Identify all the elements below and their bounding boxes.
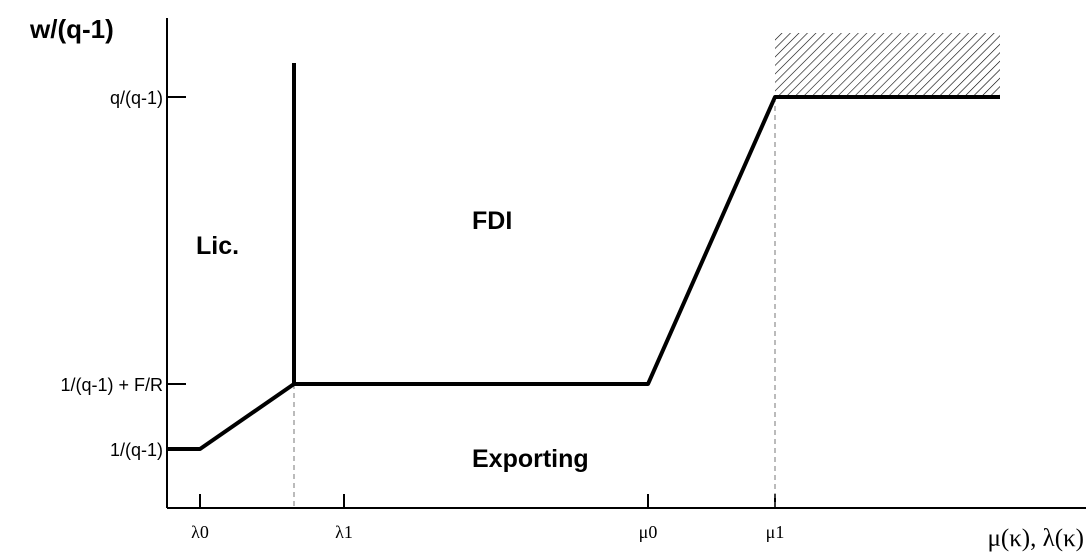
x-tick-label: λ1 <box>335 522 353 542</box>
x-axis-label: μ(κ), λ(κ) <box>987 525 1084 552</box>
y-tick-label: 1/(q-1) + F/R <box>60 375 163 395</box>
y-tick-label: q/(q-1) <box>110 88 163 108</box>
x-tick-label: μ0 <box>639 522 658 542</box>
region-label: Exporting <box>472 445 589 473</box>
boundary-line <box>167 95 1000 451</box>
x-tick-label: λ0 <box>191 522 209 542</box>
y-tick-label: 1/(q-1) <box>110 440 163 460</box>
x-tick-label: μ1 <box>766 522 785 542</box>
region-label: Lic. <box>196 232 239 260</box>
y-axis-label: w/(q-1) <box>29 14 114 44</box>
hatched-region <box>775 33 1000 97</box>
region-label: FDI <box>472 207 512 235</box>
